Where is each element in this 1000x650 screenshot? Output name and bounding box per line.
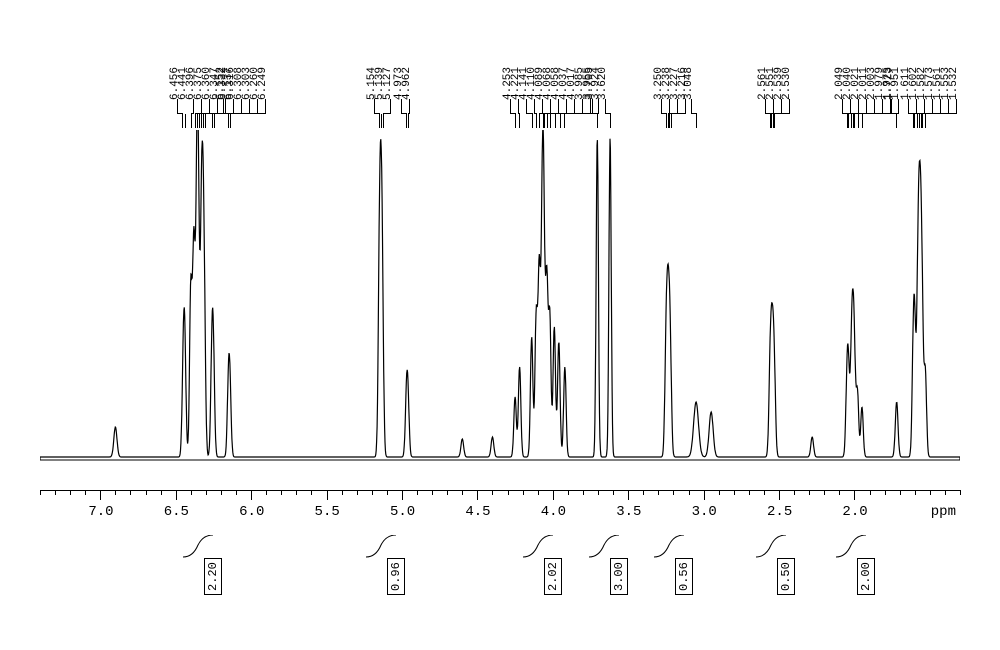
peak-label-row: 6.4566.4416.3966.3756.3606.3476.3326.316… — [40, 6, 960, 128]
nmr-spectrum-figure: 6.4566.4416.3966.3756.3606.3476.3326.316… — [0, 0, 1000, 650]
axis-tick-label: 5.5 — [315, 504, 340, 520]
peak-label: 1.723 — [883, 67, 895, 100]
peak-tick — [564, 114, 565, 128]
axis-tick — [779, 490, 780, 500]
integral-curve — [523, 535, 553, 560]
peak-tick — [230, 114, 231, 128]
peak-label: 3.705 — [584, 67, 596, 100]
axis-tick-label: 3.5 — [616, 504, 641, 520]
axis-tick — [477, 490, 478, 500]
peak-tick — [858, 114, 859, 128]
axis-tick — [327, 490, 328, 500]
axis-tick-label: 4.5 — [465, 504, 490, 520]
peak-tick — [519, 114, 520, 128]
integral-curve — [654, 535, 684, 560]
integral-label: 0.56 — [675, 558, 693, 595]
axis-tick — [704, 490, 705, 500]
integral-curve — [589, 535, 619, 560]
spectrum-trace — [40, 130, 960, 460]
peak-label: 1.532 — [948, 67, 960, 100]
peak-tick — [201, 114, 202, 128]
axis-tick — [251, 490, 252, 500]
integral-curve — [366, 535, 396, 560]
integral-label: 2.00 — [857, 558, 875, 595]
peak-label: 6.137 — [223, 67, 235, 100]
peak-tick — [539, 114, 540, 128]
axis-tick-label: 2.5 — [767, 504, 792, 520]
axis-tick — [176, 490, 177, 500]
peak-tick — [544, 114, 545, 128]
axis-unit-label: ppm — [931, 504, 956, 520]
spectrum-svg — [40, 130, 960, 485]
axis-tick — [854, 490, 855, 500]
peak-tick — [408, 114, 409, 128]
integral-curve — [756, 535, 786, 560]
peak-label: 3.620 — [597, 67, 609, 100]
peak-tick — [862, 114, 863, 128]
peak-tick — [597, 114, 598, 128]
peak-tick — [199, 114, 200, 128]
peak-tick — [550, 114, 551, 128]
axis-baseline — [40, 490, 960, 491]
peak-label: 5.127 — [382, 67, 394, 100]
axis-tick-label: 6.0 — [239, 504, 264, 520]
axis-tick-label: 3.0 — [692, 504, 717, 520]
peak-tick — [914, 114, 915, 128]
peak-label: 6.249 — [257, 67, 269, 100]
axis-tick — [100, 490, 101, 500]
peak-tick — [555, 114, 556, 128]
integral-curve — [836, 535, 866, 560]
peak-label: 2.530 — [781, 67, 793, 100]
axis-tick-label: 7.0 — [88, 504, 113, 520]
peak-tick — [214, 114, 215, 128]
peak-tick — [532, 114, 533, 128]
peak-tick — [896, 114, 897, 128]
peak-tick — [228, 114, 229, 128]
axis-tick-label: 2.0 — [842, 504, 867, 520]
spectrum-plot — [40, 130, 960, 485]
axis-tick-label: 5.0 — [390, 504, 415, 520]
x-axis: ppm 7.0 6.5 6.0 5.5 5.0 4.5 4.0 3.5 3.0 2.5 2.0 — [40, 490, 960, 530]
axis-tick — [402, 490, 403, 500]
peak-tick — [610, 114, 611, 128]
axis-tick-label: 4.0 — [541, 504, 566, 520]
peak-tick — [185, 114, 186, 128]
peak-tick — [182, 114, 183, 128]
peak-tick — [379, 114, 380, 128]
peak-tick — [383, 114, 384, 128]
integral-label: 0.96 — [387, 558, 405, 595]
peak-label: 4.962 — [401, 67, 413, 100]
peak-tick — [925, 114, 926, 128]
peak-tick — [848, 114, 849, 128]
peak-tick — [195, 114, 196, 128]
peak-tick — [922, 114, 923, 128]
peak-tick — [197, 114, 198, 128]
integral-label: 0.50 — [777, 558, 795, 595]
integral-label: 2.02 — [544, 558, 562, 595]
peak-tick — [515, 114, 516, 128]
peak-tick — [854, 114, 855, 128]
peak-tick — [671, 114, 672, 128]
integral-row: 2.20 0.96 2.02 3.00 0.56 0.50 2.00 — [40, 535, 960, 635]
axis-tick — [553, 490, 554, 500]
axis-tick — [628, 490, 629, 500]
peak-label: 3.048 — [683, 67, 695, 100]
integral-label: 3.00 — [610, 558, 628, 595]
peak-tick — [205, 114, 206, 128]
integral-label: 2.20 — [204, 558, 222, 595]
axis-tick-label: 6.5 — [164, 504, 189, 520]
peak-tick — [547, 114, 548, 128]
peak-tick — [560, 114, 561, 128]
peak-tick — [696, 114, 697, 128]
peak-tick — [536, 114, 537, 128]
integral-curve — [183, 535, 213, 560]
peak-tick — [774, 114, 775, 128]
peak-tick — [191, 114, 192, 128]
